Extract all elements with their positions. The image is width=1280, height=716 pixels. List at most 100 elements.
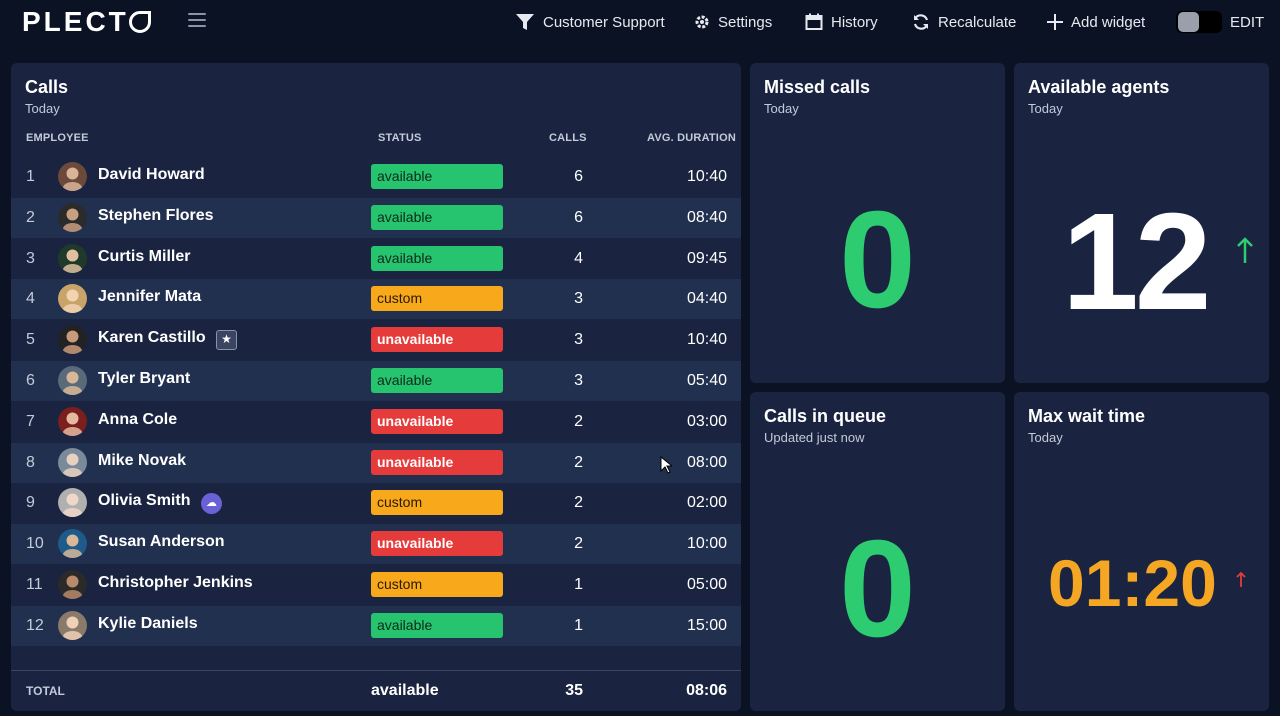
- avatar[interactable]: [58, 202, 87, 232]
- cloud-badge-icon: ☁: [201, 493, 222, 515]
- employee-name[interactable]: Anna Cole: [98, 410, 178, 428]
- employee-name[interactable]: Christopher Jenkins: [98, 574, 253, 591]
- hamburger-icon[interactable]: [188, 13, 206, 29]
- employee-name[interactable]: David Howard: [98, 166, 205, 183]
- avatar[interactable]: [58, 243, 87, 273]
- plecto-logo[interactable]: PLECT: [22, 6, 151, 38]
- employee-name[interactable]: Mike Novak: [98, 451, 187, 469]
- employee-name[interactable]: Tyler Bryant: [98, 370, 191, 387]
- avg-duration: 03:00: [686, 412, 727, 430]
- employee-name[interactable]: Karen Castillo: [98, 329, 206, 347]
- row-rank: 7: [26, 412, 35, 430]
- table-row[interactable]: 8 Mike Novak unavailable 2 08:00: [11, 442, 741, 483]
- avatar[interactable]: [58, 447, 87, 477]
- avatar[interactable]: [58, 366, 87, 395]
- avg-duration: 15:00: [686, 616, 727, 634]
- mouse-cursor-icon: [660, 455, 674, 479]
- avatar[interactable]: [58, 488, 87, 518]
- calls-count: 2: [574, 535, 583, 553]
- calls-in-queue-value: 0: [839, 512, 916, 666]
- total-duration: 08:06: [686, 682, 727, 699]
- employee-name[interactable]: Kylie Daniels: [98, 614, 198, 632]
- avg-duration: 02:00: [686, 494, 727, 512]
- add-widget-button[interactable]: Add widget: [1047, 10, 1145, 34]
- avg-duration: 10:00: [686, 535, 727, 553]
- max-wait-time-widget[interactable]: Max wait time Today 01:20: [1014, 392, 1269, 711]
- total-divider: [11, 670, 741, 671]
- avg-duration: 08:40: [686, 208, 727, 226]
- table-row[interactable]: 6 Tyler Bryant available 3 05:40: [11, 361, 741, 401]
- status-badge: available: [371, 368, 503, 393]
- calls-count: 1: [574, 576, 583, 593]
- max-wait-time-value: 01:20: [1048, 546, 1217, 620]
- row-rank: 5: [26, 331, 35, 349]
- calls-in-queue-subtitle: Updated just now: [764, 430, 865, 445]
- row-rank: 8: [26, 453, 35, 471]
- avatar[interactable]: [58, 610, 87, 640]
- table-row[interactable]: 1 David Howard available 6 10:40: [11, 157, 741, 197]
- row-rank: 4: [26, 290, 35, 308]
- edit-toggle[interactable]: [1176, 11, 1222, 33]
- table-row[interactable]: 2 Stephen Flores available 6 08:40: [11, 197, 741, 238]
- calls-count: 3: [574, 290, 583, 308]
- table-row[interactable]: 12 Kylie Daniels available 1 15:00: [11, 605, 741, 646]
- col-avg-duration[interactable]: AVG. DURATION: [647, 132, 736, 144]
- employee-name[interactable]: Susan Anderson: [98, 533, 225, 551]
- avatar[interactable]: [58, 570, 87, 599]
- settings-button[interactable]: Settings: [694, 10, 772, 34]
- status-badge: custom: [371, 572, 503, 597]
- avatar[interactable]: [58, 406, 87, 436]
- total-calls: 35: [565, 682, 583, 699]
- filter-button[interactable]: Customer Support: [515, 10, 665, 34]
- avatar[interactable]: [58, 162, 87, 191]
- calls-in-queue-widget[interactable]: Calls in queue Updated just now 0: [750, 392, 1005, 711]
- table-row[interactable]: 4 Jennifer Mata custom 3 04:40: [11, 279, 741, 320]
- col-status[interactable]: STATUS: [378, 132, 422, 144]
- row-rank: 6: [26, 372, 35, 389]
- avg-duration: 09:45: [686, 249, 727, 267]
- avatar[interactable]: [58, 325, 87, 355]
- arrow-up-icon: [1236, 571, 1246, 593]
- calls-count: 2: [574, 453, 583, 471]
- employee-name[interactable]: Jennifer Mata: [98, 288, 202, 306]
- table-row[interactable]: 11 Christopher Jenkins custom 1 05:00: [11, 565, 741, 605]
- table-row[interactable]: 7 Anna Cole unavailable 2 03:00: [11, 402, 741, 442]
- table-row[interactable]: 10 Susan Anderson unavailable 2 10:00: [11, 524, 741, 565]
- missed-calls-title: Missed calls: [764, 77, 871, 97]
- avatar[interactable]: [58, 529, 87, 559]
- filter-icon: [515, 13, 535, 31]
- employee-name[interactable]: Stephen Flores: [98, 206, 214, 224]
- gear-icon: [694, 14, 710, 30]
- calls-count: 2: [574, 412, 583, 430]
- missed-calls-widget[interactable]: Missed calls Today 0: [750, 63, 1005, 383]
- status-badge: available: [371, 164, 503, 189]
- table-row[interactable]: 9 Olivia Smith ☁ custom 2 02:00: [11, 483, 741, 523]
- employee-name[interactable]: Olivia Smith: [98, 492, 191, 510]
- table-row[interactable]: 3 Curtis Miller available 4 09:45: [11, 239, 741, 279]
- employee-name[interactable]: Curtis Miller: [98, 247, 191, 265]
- star-badge-icon: ★: [216, 330, 237, 351]
- available-agents-subtitle: Today: [1028, 101, 1063, 116]
- row-rank: 2: [26, 208, 35, 226]
- status-badge: custom: [371, 286, 503, 312]
- row-rank: 11: [26, 576, 43, 593]
- status-badge: unavailable: [371, 531, 503, 557]
- table-row[interactable]: 5 Karen Castillo ★ unavailable 3 10:40: [11, 320, 741, 360]
- status-badge: available: [371, 245, 503, 271]
- calendar-icon: [805, 13, 823, 31]
- col-employee[interactable]: EMPLOYEE: [26, 132, 89, 144]
- history-button[interactable]: History: [805, 10, 878, 34]
- status-badge: unavailable: [371, 327, 503, 353]
- avatar[interactable]: [58, 284, 87, 314]
- edit-label: EDIT: [1230, 14, 1265, 31]
- available-agents-widget[interactable]: Available agents Today 12: [1014, 63, 1269, 383]
- calls-count: 2: [574, 494, 583, 512]
- refresh-icon: [912, 13, 930, 31]
- plus-icon: [1047, 14, 1063, 30]
- calls-subtitle: Today: [25, 101, 60, 116]
- recalculate-button[interactable]: Recalculate: [912, 10, 1016, 34]
- total-status: available: [371, 682, 439, 699]
- row-rank: 1: [26, 168, 35, 185]
- col-calls[interactable]: CALLS: [549, 132, 587, 144]
- max-wait-time-subtitle: Today: [1028, 430, 1063, 445]
